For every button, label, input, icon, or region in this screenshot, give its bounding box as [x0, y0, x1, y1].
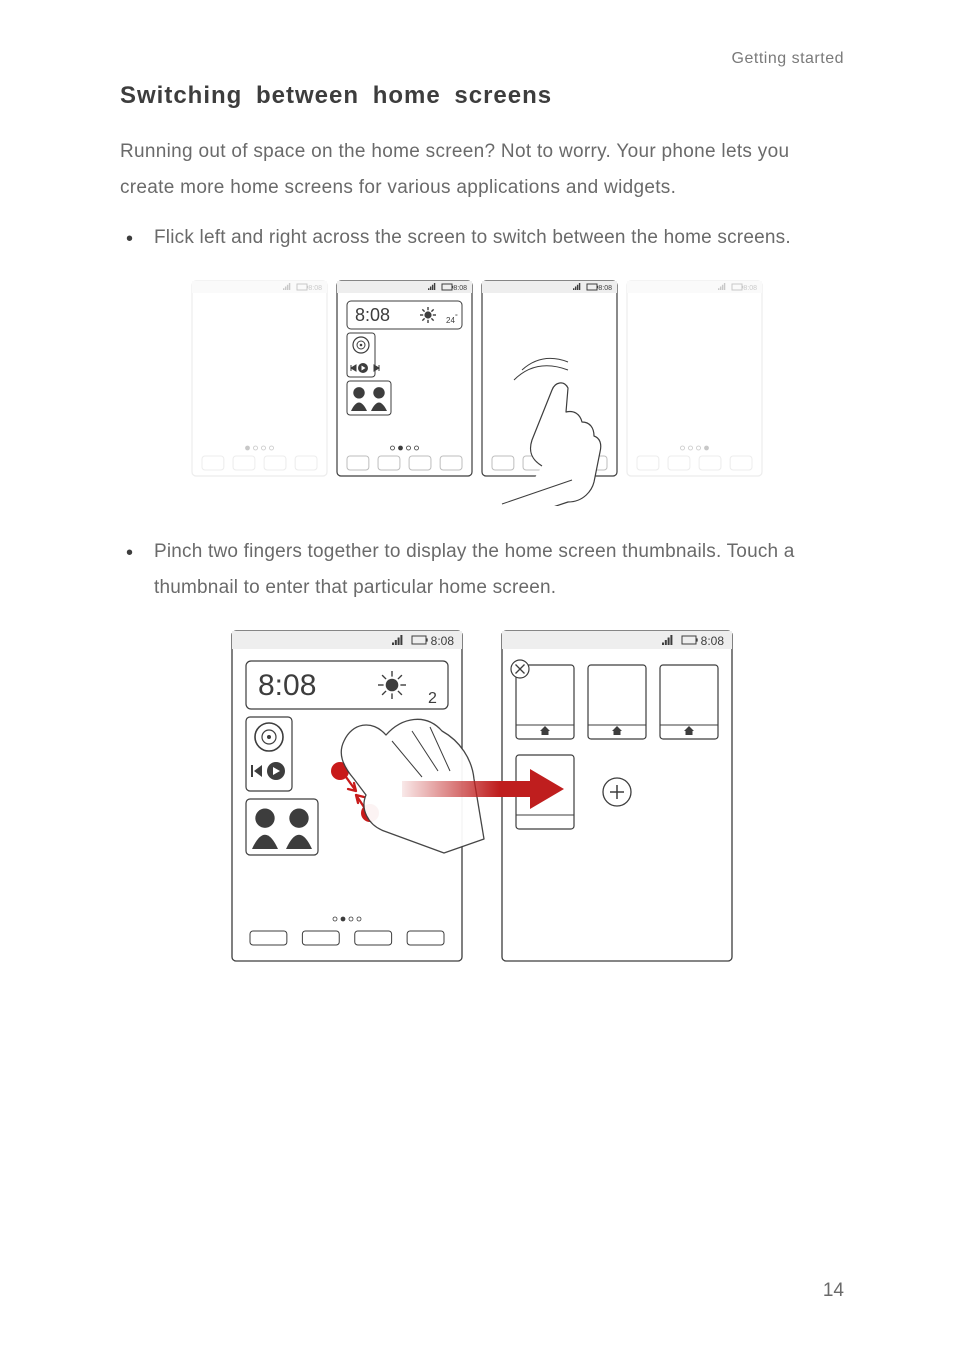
header-label: Getting started: [120, 50, 844, 68]
figure-pinch-svg: 8:08 8:08 2 8:08: [227, 626, 737, 966]
figure-flick-svg: 8:088:088:0824°8:088:08: [187, 276, 777, 506]
bullet-1: Flick left and right across the screen t…: [120, 220, 844, 256]
svg-text:°: °: [455, 313, 458, 321]
svg-text:8:08: 8:08: [258, 669, 316, 702]
svg-text:8:08: 8:08: [308, 285, 322, 292]
svg-text:8:08: 8:08: [701, 634, 725, 648]
svg-text:2: 2: [428, 690, 437, 707]
figure-pinch: 8:08 8:08 2 8:08: [120, 626, 844, 966]
svg-text:8:08: 8:08: [453, 285, 467, 292]
svg-text:8:08: 8:08: [431, 634, 455, 648]
svg-text:8:08: 8:08: [743, 285, 757, 292]
svg-text:8:08: 8:08: [598, 285, 612, 292]
svg-text:8:08: 8:08: [355, 305, 390, 325]
page-number: 14: [823, 1280, 844, 1302]
page-title: Switching between home screens: [120, 82, 844, 110]
bullet-2: Pinch two fingers together to display th…: [120, 534, 844, 606]
figure-flick: 8:088:088:0824°8:088:08: [120, 276, 844, 506]
intro-paragraph: Running out of space on the home screen?…: [120, 134, 844, 206]
